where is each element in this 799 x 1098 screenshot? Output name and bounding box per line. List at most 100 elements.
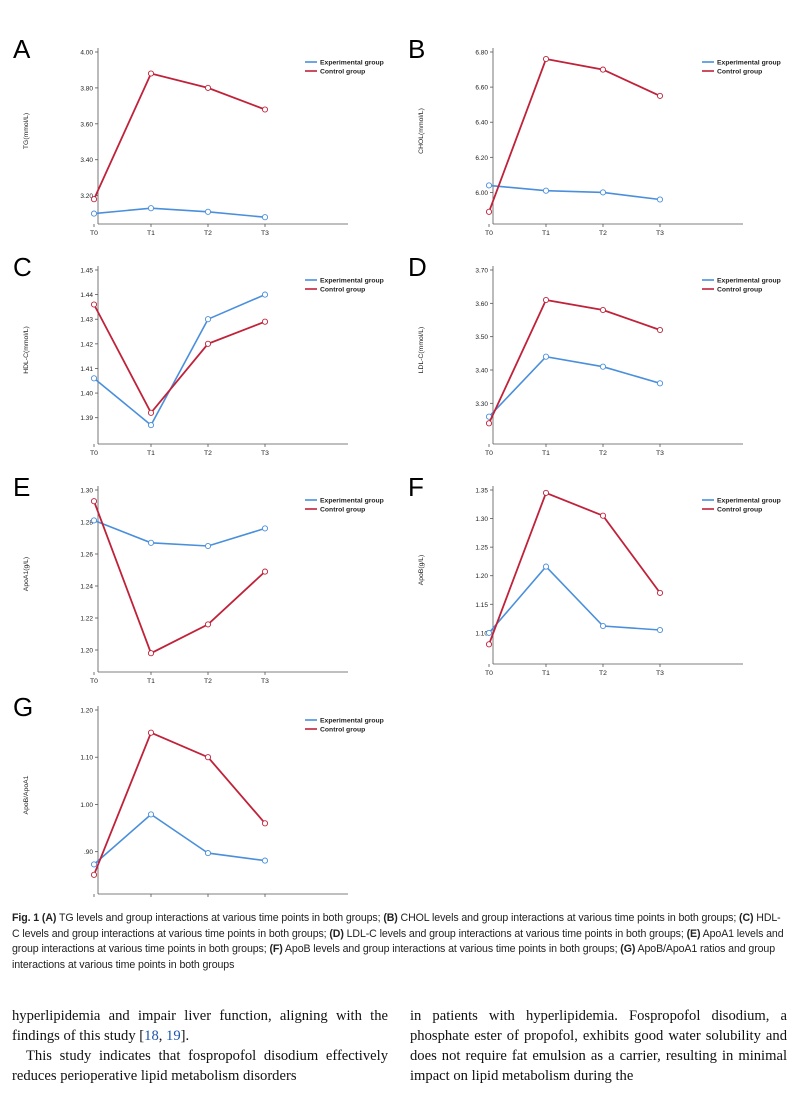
caption-part-b: (B) CHOL levels and group interactions a… [383, 912, 740, 924]
x-tick-label: T3 [261, 230, 269, 237]
x-tick-label: T3 [261, 450, 269, 457]
y-tick-label: 6.20 [475, 155, 488, 162]
data-point [485, 182, 493, 189]
paragraph: This study indicates that fospropofol di… [12, 1048, 388, 1084]
figure-caption: Fig. 1 (A) TG levels and group interacti… [12, 911, 787, 973]
legend-label: Control group [320, 727, 365, 734]
y-tick-label: 1.41 [80, 366, 93, 373]
paragraph: in patients with hyperlipidemia. Fosprop… [410, 1008, 787, 1084]
series-line-experimental [93, 293, 266, 427]
data-point [485, 641, 493, 648]
x-tick-label: T1 [542, 230, 550, 237]
caption-part-e: (E) ApoA1 levels and group interactions … [12, 927, 784, 956]
y-tick-label: 1.28 [80, 520, 93, 527]
y-tick-label: 1.20 [80, 708, 93, 715]
data-point [90, 196, 98, 203]
x-tick-label: T3 [656, 230, 664, 237]
data-point [656, 196, 664, 203]
y-tick-label: 1.30 [80, 488, 93, 495]
data-point [656, 92, 664, 99]
series-line-control [93, 731, 266, 876]
y-tick-label: 3.50 [475, 334, 488, 341]
series-line-control [488, 57, 661, 213]
citation-link[interactable]: 19 [166, 1028, 181, 1044]
legend-label: Experimental group [717, 498, 781, 505]
data-point [204, 850, 212, 857]
panel-letter: A [13, 34, 31, 64]
y-tick-label: .90 [84, 849, 93, 856]
data-point [90, 498, 98, 505]
data-point [204, 84, 212, 91]
data-point [542, 563, 550, 570]
y-tick-label: 6.00 [475, 190, 488, 197]
data-point [599, 622, 607, 630]
legend-label: Control group [320, 69, 365, 76]
x-tick-label: T3 [656, 450, 664, 457]
data-point [204, 754, 212, 761]
panel-letter: B [408, 34, 425, 64]
data-point [147, 205, 155, 212]
data-point [599, 189, 607, 196]
data-point [90, 871, 98, 878]
citation-link[interactable]: 18 [144, 1028, 159, 1044]
legend-label: Experimental group [320, 718, 384, 725]
y-tick-label: 3.60 [80, 121, 93, 128]
y-tick-label: 1.39 [80, 415, 93, 422]
data-point [147, 422, 155, 429]
x-tick-label: T2 [204, 450, 212, 457]
legend-label: Control group [717, 507, 762, 514]
series-line-control [488, 491, 661, 645]
data-point [485, 420, 493, 427]
y-tick-label: 6.80 [475, 50, 488, 57]
chart-panel-a: A 3.20 3.40 3.60 3.80 4.00 TG(mmol/L) T0 T1 T2 T3 E… [13, 34, 384, 237]
data-point [204, 208, 212, 215]
y-tick-label: 1.22 [80, 616, 93, 623]
x-tick-label: T2 [599, 450, 607, 457]
legend-label: Control group [717, 287, 762, 294]
y-axis-label: LDL-C(mmol/L) [418, 327, 425, 373]
series-line-control [93, 500, 266, 655]
y-tick-label: 1.10 [475, 630, 488, 637]
paragraph: hyperlipidemia and impair liver function… [12, 1008, 388, 1044]
data-point [599, 363, 607, 370]
y-axis-label: TG(mmol/L) [23, 113, 30, 149]
data-point [147, 70, 155, 77]
data-point [147, 650, 155, 657]
series-line-experimental [488, 355, 661, 418]
legend-label: Experimental group [717, 278, 781, 285]
x-tick-label: T0 [485, 670, 493, 677]
y-tick-label: 3.70 [475, 268, 488, 275]
series-line-experimental [93, 519, 266, 547]
y-tick-label: 3.40 [475, 368, 488, 375]
panel-letter: C [13, 252, 32, 282]
data-point [147, 811, 155, 818]
caption-part-d: (D) LDL-C levels and group interactions … [329, 927, 687, 940]
chart-panel-b: B 6.00 6.20 6.40 6.60 6.80 CHOL(mmol/L) T0 T1 T2 T… [408, 34, 781, 237]
y-tick-label: 3.30 [475, 401, 488, 408]
data-point [261, 106, 269, 113]
legend-label: Control group [320, 507, 365, 514]
caption-part-a: (A) TG levels and group interactions at … [41, 912, 384, 924]
series-line-experimental [93, 207, 266, 218]
data-point [90, 301, 98, 308]
x-tick-label: T2 [204, 230, 212, 237]
data-point [147, 729, 155, 736]
x-tick-label: T3 [656, 670, 664, 677]
caption-part-c: (C) HDL-C levels and group interactions … [12, 912, 781, 940]
data-point [261, 318, 269, 325]
data-point [261, 525, 269, 532]
data-point [204, 621, 212, 628]
y-tick-label: 1.00 [80, 802, 93, 809]
x-tick-label: T1 [542, 670, 550, 677]
y-tick-label: 1.45 [80, 268, 93, 275]
y-tick-label: 1.44 [80, 292, 93, 299]
data-point [599, 512, 607, 519]
legend-label: Control group [717, 69, 762, 76]
body-column-left: hyperlipidemia and impair liver function… [12, 1006, 388, 1086]
legend-label: Control group [320, 287, 365, 294]
x-tick-label: T0 [90, 230, 98, 237]
legend-label: Experimental group [717, 60, 781, 67]
y-tick-label: 1.24 [80, 584, 93, 591]
data-point [656, 589, 664, 596]
